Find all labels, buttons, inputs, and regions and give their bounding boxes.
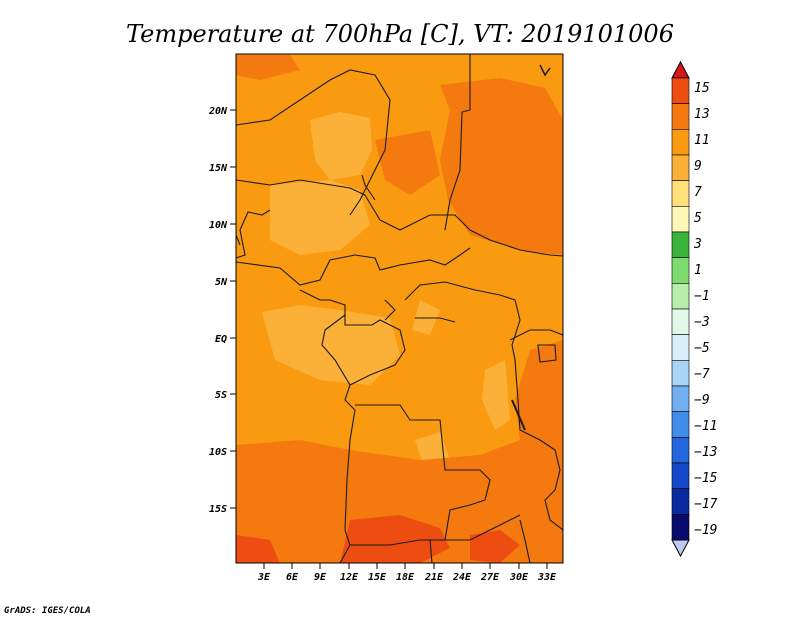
colorbar-label: 7 [694,185,702,200]
lat-tick-label: EQ [215,334,227,345]
colorbar-label: −19 [694,523,717,538]
lon-tick-label: 9E [314,572,327,583]
colorbar-label: 13 [694,107,710,122]
colorbar: 15 13 11 9 7 5 3 1 −1 −3 −5 −7 −9 −11 −1… [671,60,718,558]
colorbar-cell [671,77,690,104]
temp-field-13 [236,535,280,563]
colorbar-label: 9 [694,159,702,174]
colorbar-cell [671,385,690,412]
temp-field-11 [515,340,563,440]
lon-tick-label: 27E [480,572,500,583]
temp-field-7 [482,360,510,430]
colorbar-cell [671,180,690,207]
credit-label: GrADS: IGES/COLA [4,606,91,616]
lon-tick-label: 33E [537,572,557,583]
colorbar-cell [671,206,690,233]
colorbar-label: 1 [694,263,702,278]
lon-tick-label: 21E [424,572,444,583]
temp-field-11 [236,430,563,563]
temp-field-13 [340,515,450,563]
lat-tick-label: 5N [215,277,228,288]
colorbar-cell [671,462,690,489]
colorbar-label: 3 [693,237,702,252]
colorbar-cell [671,129,690,156]
colorbar-cell [671,437,690,464]
colorbar-label: −1 [694,289,710,304]
colorbar-cell [671,488,690,515]
colorbar-top-arrow [671,60,690,79]
lat-tick-label: 10N [209,220,228,231]
colorbar-label: −17 [694,497,718,512]
colorbar-label: −9 [694,393,710,408]
colorbar-bottom-arrow [671,539,690,558]
map-title: Temperature at 700hPa [C], VT: 201910100… [126,20,674,48]
country-borders [236,54,563,563]
colorbar-label: −13 [694,445,717,460]
lon-tick-label: 18E [396,572,415,583]
temperature-map [235,53,564,564]
colorbar-cell [671,334,690,361]
temp-field-11 [375,130,440,195]
map-frame [235,53,564,564]
lat-tick-label: 5S [215,390,227,401]
colorbar-cell [671,257,690,284]
colorbar-label: 15 [694,81,710,96]
colorbar-cell [671,514,690,541]
colorbar-cell [671,103,690,130]
colorbar-cell [671,308,690,335]
temp-field-13 [470,530,520,563]
colorbar-label: 11 [694,133,710,148]
lat-tick-label: 10S [209,447,227,458]
lon-tick-label: 30E [509,572,529,583]
lon-tick-label: 24E [452,572,472,583]
colorbar-label: −15 [694,471,718,486]
temp-field-7 [310,112,372,180]
colorbar-label: −11 [694,419,717,434]
lat-tick-label: 15N [209,163,228,174]
lat-tick-label: 15S [209,504,227,515]
lon-axis: 3E 6E 9E 12E 15E 18E 21E 24E 27E 30E 33E [257,563,557,583]
temp-field-11 [236,55,300,80]
colorbar-cell [671,283,690,310]
colorbar-cell [671,231,690,258]
lat-tick-label: 20N [208,106,228,117]
colorbar-label: −5 [694,341,710,356]
temp-field-11 [440,78,563,255]
colorbar-label: −7 [694,367,710,382]
lon-tick-label: 15E [368,572,387,583]
colorbar-label: 5 [694,211,702,226]
lat-axis: 20N 15N 10N 5N EQ 5S 10S 15S [208,106,236,515]
colorbar-cell [671,154,690,181]
colorbar-label: −3 [694,315,710,330]
temp-field-7 [270,180,370,255]
lon-tick-label: 12E [340,572,359,583]
lon-tick-label: 3E [257,572,271,583]
colorbar-cell [671,360,690,387]
colorbar-cell [671,411,690,438]
lon-tick-label: 6E [286,572,299,583]
